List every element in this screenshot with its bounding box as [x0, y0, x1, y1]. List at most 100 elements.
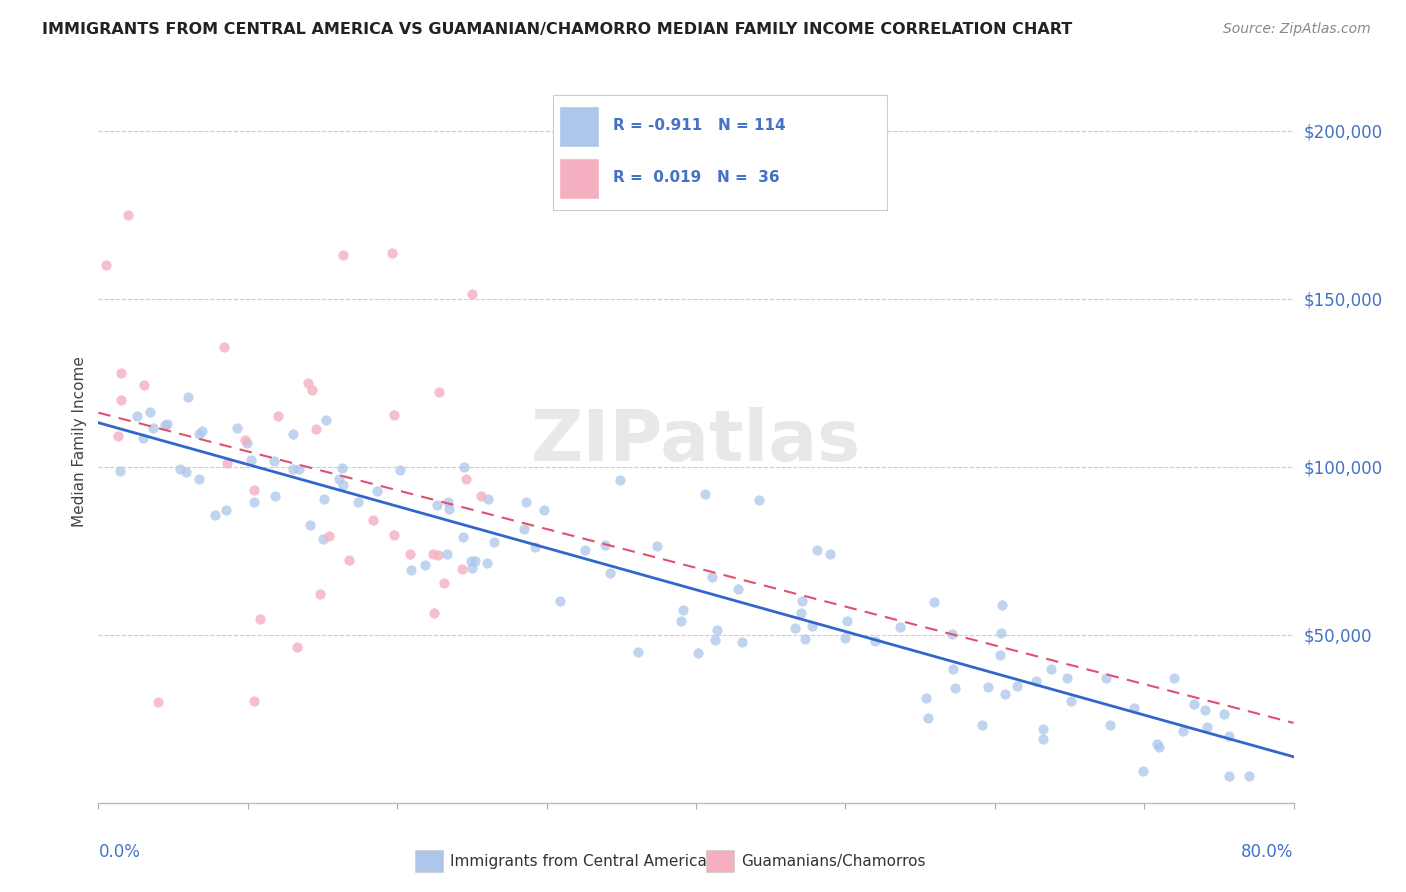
Point [1218, 730, 1240, 744]
Point [706, 623, 728, 637]
Point [599, 566, 621, 580]
Point [820, 547, 842, 561]
Point [267, 409, 290, 424]
Y-axis label: Median Family Income: Median Family Income [72, 356, 87, 527]
Point [281, 462, 304, 476]
Point [1060, 693, 1083, 707]
Point [425, 498, 447, 512]
Point [477, 556, 499, 570]
Point [977, 681, 1000, 695]
Point [1040, 661, 1063, 675]
Point [309, 587, 332, 601]
Text: IMMIGRANTS FROM CENTRAL AMERICA VS GUAMANIAN/CHAMORRO MEDIAN FAMILY INCOME CORRE: IMMIGRANTS FROM CENTRAL AMERICA VS GUAMA… [42, 22, 1073, 37]
Point [134, 377, 156, 392]
Point [456, 472, 478, 486]
Point [311, 532, 333, 546]
Point [439, 501, 461, 516]
Point [285, 640, 308, 654]
Point [288, 461, 311, 475]
Point [107, 429, 129, 443]
Point [177, 390, 200, 404]
Point [233, 433, 256, 447]
Text: Source: ZipAtlas.com: Source: ZipAtlas.com [1223, 22, 1371, 37]
Point [239, 453, 262, 467]
Point [427, 384, 450, 399]
Point [1194, 702, 1216, 716]
Point [155, 418, 177, 433]
Point [1213, 706, 1236, 721]
Point [1195, 720, 1218, 734]
Point [943, 681, 966, 696]
Point [461, 561, 484, 575]
Point [453, 459, 475, 474]
Point [169, 461, 191, 475]
Point [451, 562, 474, 576]
Point [464, 553, 486, 567]
Point [131, 431, 153, 445]
Point [645, 539, 668, 553]
Point [1218, 769, 1240, 783]
Point [332, 248, 354, 262]
Point [422, 547, 444, 561]
Point [423, 606, 446, 620]
Point [941, 627, 963, 641]
Point [188, 427, 211, 442]
Point [315, 413, 337, 427]
Point [382, 527, 405, 541]
Point [187, 472, 209, 486]
Point [242, 494, 264, 508]
Point [865, 633, 887, 648]
Point [834, 631, 856, 645]
Point [482, 535, 505, 549]
Point [727, 582, 749, 597]
Point [176, 466, 198, 480]
Point [1056, 672, 1078, 686]
Point [512, 522, 534, 536]
Point [1237, 769, 1260, 783]
Point [835, 615, 858, 629]
Point [117, 208, 139, 222]
Point [146, 695, 169, 709]
Point [318, 528, 340, 542]
Point [470, 489, 492, 503]
Point [693, 487, 716, 501]
Point [94, 258, 117, 272]
Point [110, 393, 132, 408]
Point [204, 508, 226, 523]
Point [437, 495, 460, 509]
Point [1025, 674, 1047, 689]
Point [915, 690, 938, 705]
Point [301, 384, 323, 398]
Point [399, 547, 422, 561]
Point [389, 463, 412, 477]
Point [533, 503, 555, 517]
Point [264, 489, 287, 503]
Point [748, 492, 770, 507]
Point [574, 543, 596, 558]
Point [1098, 718, 1121, 732]
Point [688, 646, 710, 660]
Point [1182, 697, 1205, 711]
Point [990, 599, 1012, 613]
Point [523, 540, 546, 554]
Point [790, 594, 813, 608]
Point [328, 472, 350, 486]
Point [156, 417, 179, 432]
Point [138, 405, 160, 419]
Point [731, 634, 754, 648]
Point [1146, 737, 1168, 751]
Point [793, 632, 815, 646]
Point [988, 648, 1011, 662]
Point [460, 554, 482, 568]
Point [515, 495, 537, 509]
Point [627, 644, 650, 658]
Point [346, 494, 368, 508]
Text: Guamanians/Chamorros: Guamanians/Chamorros [741, 855, 925, 869]
Point [281, 427, 304, 442]
Point [1005, 679, 1028, 693]
Point [298, 518, 321, 533]
Point [226, 421, 249, 435]
Point [436, 547, 458, 561]
Point [1163, 671, 1185, 685]
Point [460, 286, 482, 301]
